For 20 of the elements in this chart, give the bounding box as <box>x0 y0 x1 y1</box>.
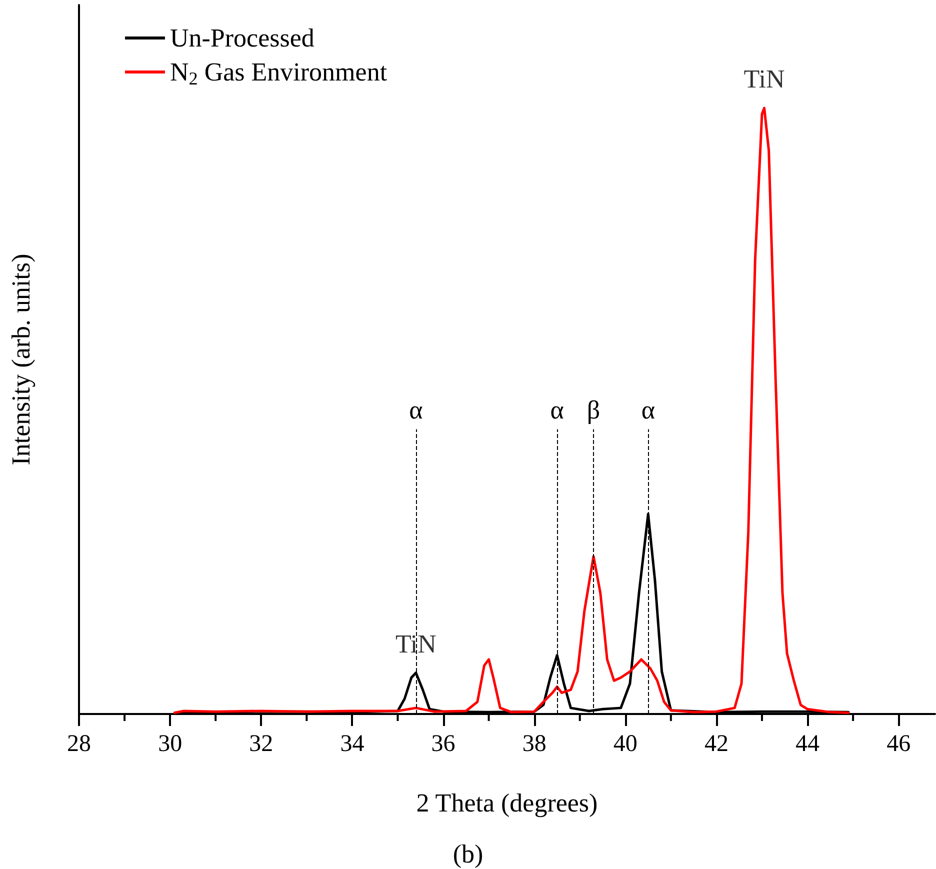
x-tick-label: 42 <box>704 731 728 757</box>
x-tick-label: 40 <box>613 731 638 757</box>
legend-label: Un-Processed <box>170 24 314 52</box>
text: (b) <box>452 840 484 868</box>
y-axis-title: Intensity (arb. units) <box>6 254 36 466</box>
x-tick-label: 36 <box>431 731 456 757</box>
x-tick-label: 32 <box>249 731 274 757</box>
ref-line-label: α <box>550 396 564 425</box>
x-tick-label: 46 <box>886 731 911 757</box>
x-tick-label: 44 <box>796 731 820 757</box>
x-tick-label: 38 <box>522 731 546 757</box>
x-tick-label: 28 <box>67 731 91 757</box>
ref-line-label: β <box>586 396 600 425</box>
x-tick-label: 30 <box>158 731 182 757</box>
ref-line-label: α <box>641 396 656 425</box>
x-tick-label: 34 <box>340 731 364 757</box>
ref-line-label: α <box>409 396 424 425</box>
annotation: TiN <box>744 64 785 94</box>
annotation: TiN <box>395 629 437 658</box>
x-axis-title: 2 Theta (degrees) <box>416 788 598 818</box>
